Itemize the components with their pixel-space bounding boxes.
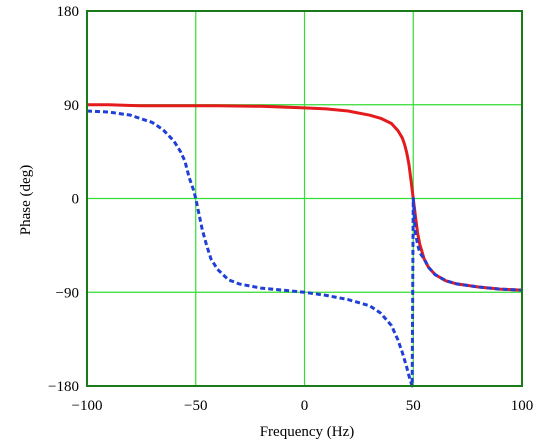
y-axis-title: Phase (deg): [18, 165, 34, 235]
x-tick-label: 0: [301, 398, 309, 414]
y-tick-labels: 180 90 0 −90 −180: [48, 4, 79, 395]
y-tick-label: 180: [57, 4, 80, 20]
x-tick-label: 50: [406, 398, 421, 414]
y-tick-label: −180: [48, 379, 79, 395]
x-tick-labels: −100 −50 0 50 100: [72, 398, 534, 414]
grid-lines: [87, 11, 522, 386]
x-tick-label: 100: [511, 398, 534, 414]
series-line-2: [86, 109, 523, 388]
x-tick-label: −100: [72, 398, 103, 414]
plot-frame: [86, 10, 523, 387]
x-axis-title: Frequency (Hz): [260, 424, 355, 440]
series-group: [86, 103, 523, 388]
y-tick-label: 0: [72, 192, 80, 208]
x-tick-label: −50: [184, 398, 207, 414]
y-tick-label: −90: [56, 285, 79, 301]
y-tick-label: 90: [64, 98, 79, 114]
